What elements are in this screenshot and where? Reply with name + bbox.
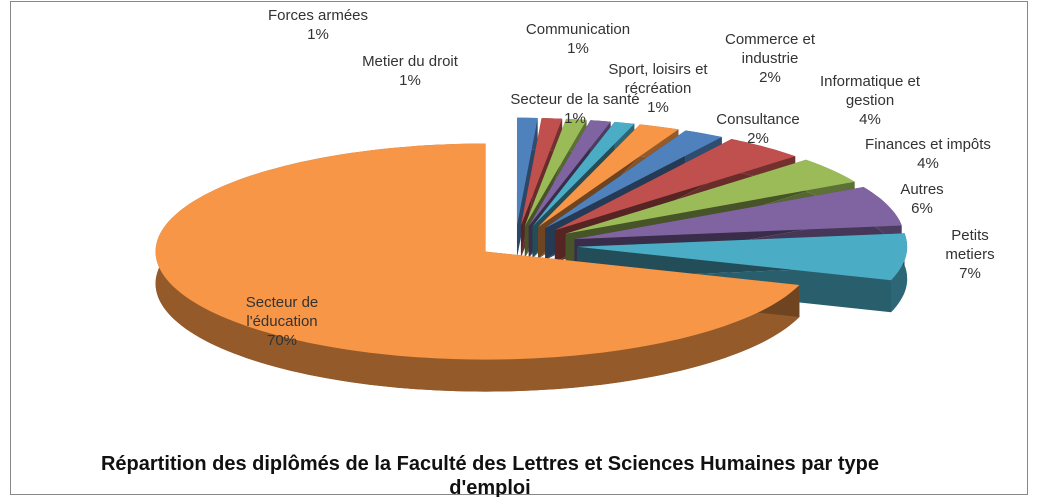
slice — [524, 118, 587, 227]
slice — [528, 120, 611, 227]
category-label: Secteur de l'éducation — [245, 294, 319, 330]
data-label: Forces armées 1% — [243, 6, 393, 44]
data-label: Autres 6% — [882, 180, 962, 218]
category-label: Petits metiers — [945, 227, 995, 263]
value-label: 1% — [307, 26, 329, 43]
slice — [516, 117, 538, 226]
category-label: Finances et impôts — [865, 136, 991, 153]
slice — [554, 139, 796, 231]
data-label: Petits metiers 7% — [930, 226, 1010, 283]
slice — [574, 187, 902, 240]
data-label: Sport, loisirs et récréation 1% — [593, 60, 723, 117]
category-label: Communication — [525, 21, 631, 38]
value-label: 1% — [564, 110, 586, 127]
value-label: 2% — [759, 69, 781, 86]
category-label: Sport, loisirs et récréation — [608, 61, 708, 97]
chart-title: Répartition des diplômés de la Faculté d… — [100, 453, 880, 497]
category-label: Autres — [900, 181, 944, 198]
slice — [520, 118, 563, 226]
category-label: Secteur de la santé — [510, 91, 640, 108]
value-label: 4% — [859, 111, 881, 128]
data-label: Consultance 2% — [698, 110, 818, 148]
chart-frame — [10, 1, 1028, 495]
value-label: 70% — [266, 332, 298, 349]
data-label: Communication 1% — [503, 20, 653, 58]
value-label: 6% — [911, 200, 933, 217]
category-label: Consultance — [716, 111, 800, 128]
slice-side — [891, 233, 908, 313]
data-label: Secteur de la santé 1% — [490, 90, 660, 128]
slice — [545, 130, 722, 229]
category-label: Commerce et industrie — [724, 31, 816, 67]
value-label: 1% — [567, 40, 589, 57]
slice — [537, 124, 679, 228]
data-label: Metier du droit 1% — [345, 52, 475, 90]
slice — [532, 122, 635, 227]
slice — [565, 159, 855, 234]
value-label: 2% — [747, 130, 769, 147]
category-label: Forces armées — [267, 7, 369, 24]
value-label: 7% — [959, 265, 981, 282]
data-label: Informatique et gestion 4% — [810, 72, 930, 129]
value-label: 1% — [647, 99, 669, 116]
category-label: Metier du droit — [362, 53, 458, 70]
data-label: Commerce et industrie 2% — [715, 30, 825, 87]
slice — [577, 233, 908, 281]
data-label: Secteur de l'éducation 70% — [222, 293, 342, 350]
category-label: Informatique et gestion — [819, 73, 921, 109]
slice — [155, 143, 800, 360]
data-label: Finances et impôts 4% — [848, 135, 1008, 173]
value-label: 1% — [399, 72, 421, 89]
value-label: 4% — [917, 155, 939, 172]
